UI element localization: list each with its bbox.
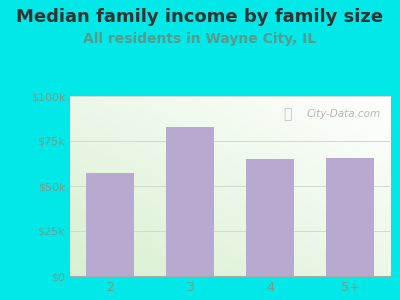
Text: ⓘ: ⓘ	[284, 107, 292, 121]
Bar	[86, 173, 134, 276]
Bar	[246, 159, 294, 276]
Bar	[326, 158, 374, 276]
Bar	[166, 127, 214, 276]
Text: All residents in Wayne City, IL: All residents in Wayne City, IL	[84, 32, 316, 46]
Text: Median family income by family size: Median family income by family size	[16, 8, 384, 26]
Text: City-Data.com: City-Data.com	[307, 109, 381, 119]
